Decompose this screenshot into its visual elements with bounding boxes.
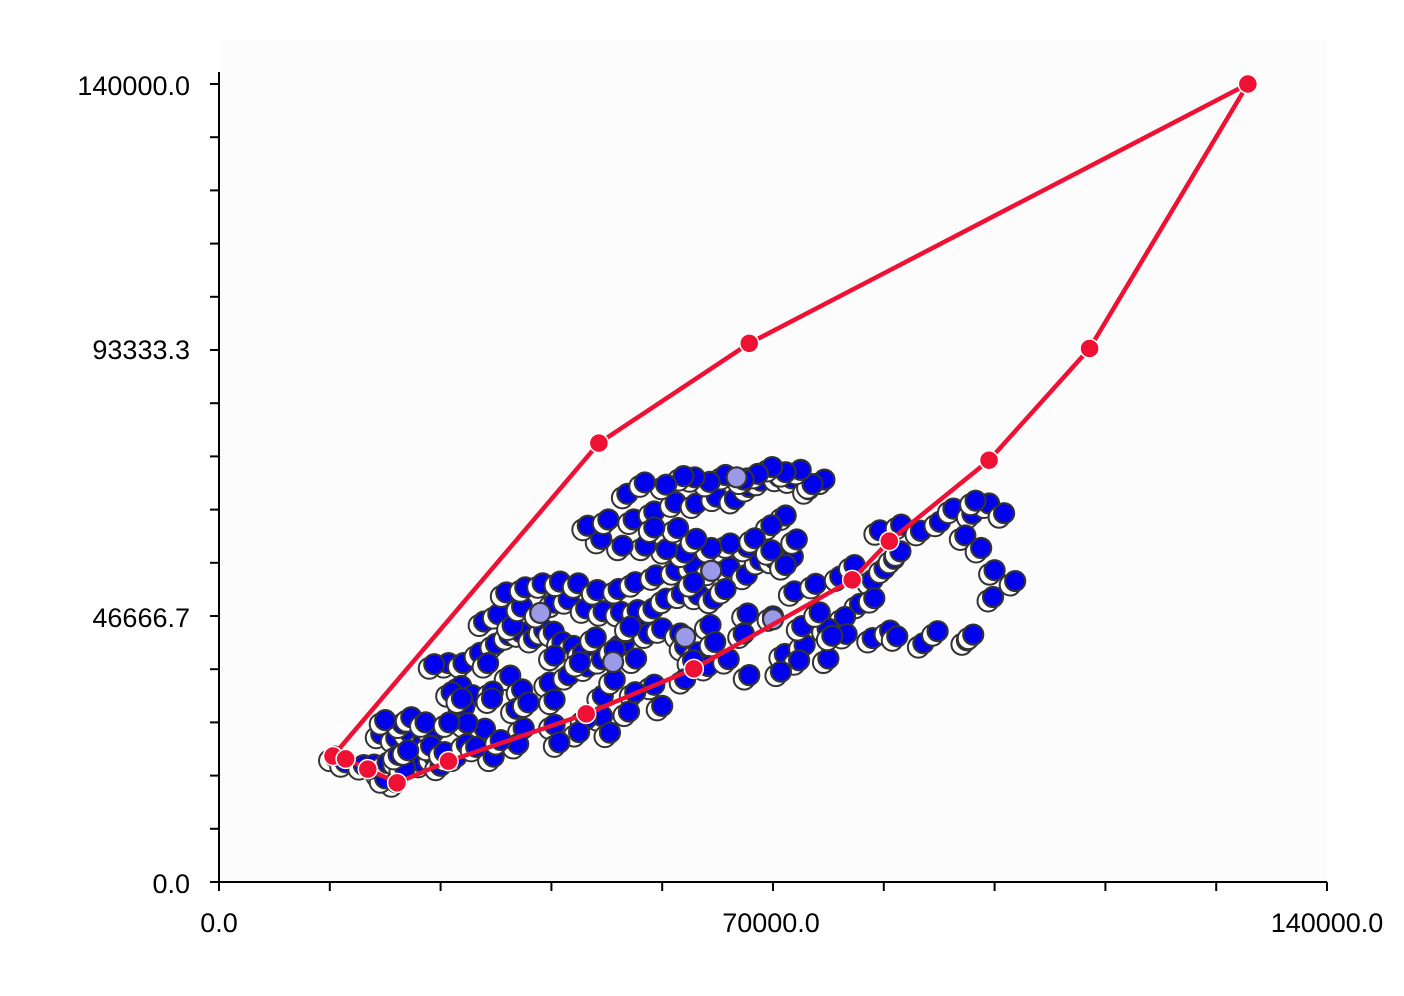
data-point (666, 516, 690, 540)
data-point (633, 471, 656, 494)
data-point (619, 615, 642, 638)
data-point (817, 647, 840, 670)
data-point (704, 630, 727, 654)
hull-vertex (841, 569, 863, 591)
x-tick-labels: 0.0 70000.0 140000.0 (200, 908, 1383, 938)
data-point (774, 553, 797, 577)
y-tick-label-2: 93333.3 (92, 335, 190, 365)
hull-vertex (1079, 338, 1100, 359)
data-point (788, 649, 811, 672)
data-point (981, 585, 1005, 609)
data-point (568, 650, 591, 674)
data-point (655, 473, 678, 496)
hull-vertex (683, 658, 705, 680)
data-point (476, 652, 500, 675)
data-point (423, 653, 446, 676)
data-point (801, 473, 824, 496)
hull-vertex (588, 432, 610, 454)
data-point (456, 711, 479, 735)
faded-data-point (529, 601, 552, 625)
hull-vertex (978, 449, 1000, 471)
data-point (769, 660, 793, 683)
data-point (617, 700, 641, 723)
data-point (983, 559, 1006, 582)
data-point (480, 687, 504, 710)
data-point (743, 527, 766, 550)
data-point (954, 524, 977, 547)
data-point (738, 663, 761, 687)
hull-layer (322, 73, 1259, 794)
x-tick-label-2: 140000.0 (1271, 908, 1384, 938)
data-point (584, 626, 607, 649)
data-point (760, 539, 783, 562)
data-point (736, 602, 759, 625)
x-tick-label-0: 0.0 (200, 908, 238, 938)
x-tick-label-1: 70000.0 (722, 908, 820, 938)
data-points (318, 455, 1027, 798)
data-point (374, 709, 397, 732)
data-point (611, 534, 634, 557)
data-point (567, 720, 591, 744)
faded-data-point (700, 559, 723, 582)
data-point (438, 711, 461, 734)
data-point (804, 572, 827, 595)
data-point (964, 489, 987, 512)
hull-vertex (386, 772, 408, 794)
data-point (719, 532, 742, 555)
data-point (548, 731, 571, 754)
faded-data-point (674, 625, 697, 649)
data-point (760, 514, 783, 537)
y-tick-label-0: 0.0 (152, 869, 190, 899)
data-point (543, 688, 566, 711)
data-point (1004, 569, 1027, 593)
y-tick-label-3: 140000.0 (77, 71, 190, 101)
data-point (672, 465, 695, 488)
hull-vertex (438, 750, 459, 772)
data-point (651, 694, 674, 717)
data-point (597, 508, 620, 531)
hull-vertex (739, 333, 760, 354)
data-point (785, 528, 808, 551)
data-point (414, 711, 437, 734)
data-point (543, 644, 566, 667)
data-point (624, 647, 648, 670)
y-tick-labels: 0.0 46666.7 93333.3 140000.0 (77, 71, 190, 899)
data-point (886, 625, 909, 648)
data-point (643, 516, 666, 539)
data-point (685, 527, 708, 550)
data-point (821, 624, 844, 647)
hull-vertex (335, 748, 356, 770)
data-point (992, 502, 1016, 525)
data-point (397, 739, 420, 762)
data-point (682, 571, 705, 594)
hull-vertex (879, 530, 900, 552)
faded-data-point (725, 466, 748, 489)
hull-vertex (575, 703, 597, 725)
y-tick-label-1: 46666.7 (92, 603, 190, 633)
data-point (863, 587, 886, 610)
data-point (962, 623, 985, 646)
data-point (970, 536, 993, 560)
hull-vertex (357, 758, 379, 780)
data-point (450, 687, 474, 710)
minor-ticks (210, 83, 1328, 891)
data-point (714, 577, 737, 601)
data-point (598, 721, 622, 744)
data-point (517, 691, 540, 714)
data-point (808, 601, 831, 624)
hull-vertex (1237, 73, 1259, 95)
faded-data-point (602, 650, 625, 674)
data-point (926, 620, 949, 643)
